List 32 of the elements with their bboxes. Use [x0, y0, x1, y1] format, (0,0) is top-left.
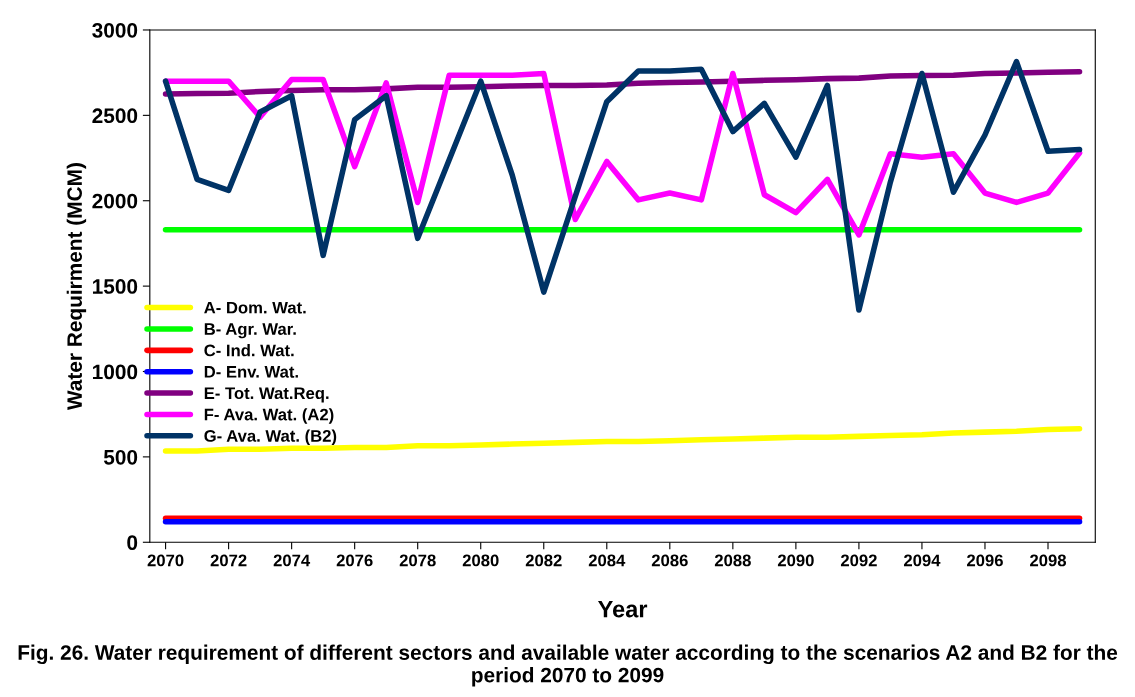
- x-tick-label: 2078: [399, 554, 436, 567]
- x-tick-label: 2074: [273, 554, 311, 567]
- x-tick-label: 2094: [903, 554, 941, 567]
- y-tick-label: 500: [103, 449, 138, 465]
- legend-label: B- Agr. War.: [204, 323, 296, 339]
- y-tick-label: 1000: [92, 364, 138, 380]
- x-tick-label: 2070: [147, 554, 184, 567]
- y-tick-label: 0: [127, 535, 138, 551]
- x-tick-label: 2082: [525, 554, 562, 567]
- y-tick-label: 2000: [92, 193, 138, 209]
- legend-label: A- Dom. Wat.: [204, 301, 306, 314]
- y-axis-title: Water Requirment (MCM): [66, 163, 87, 411]
- x-tick-label: 2076: [336, 554, 373, 567]
- y-tick-label: 2500: [92, 108, 138, 124]
- x-axis-title: Year: [598, 601, 648, 618]
- legend-label: F- Ava. Wat. (A2): [204, 408, 334, 424]
- x-tick-label: 2086: [651, 554, 688, 567]
- x-tick-label: 2096: [967, 554, 1003, 567]
- legend-label: G- Ava. Wat. (B2): [204, 429, 337, 446]
- x-tick-label: 2072: [210, 554, 247, 567]
- x-tick-label: 2090: [777, 554, 814, 567]
- y-tick-label: 1500: [92, 279, 138, 294]
- caption: Fig. 26. Water requirement of different sectors and available water according to the scenarios A2 and B2 for the period 2070 to 2099: [18, 644, 1118, 687]
- x-tick-label: 2080: [462, 554, 499, 567]
- legend-label: E- Tot. Wat.Req.: [204, 387, 329, 403]
- x-tick-label: 2084: [588, 554, 626, 567]
- legend-label: C- Ind. Wat.: [204, 344, 294, 357]
- x-tick-label: 2098: [1030, 554, 1067, 567]
- x-tick-label: 2092: [840, 554, 877, 567]
- y-tick-label: 3000: [92, 22, 138, 38]
- legend-label: D- Env. Wat.: [204, 366, 298, 378]
- x-tick-label: 2088: [714, 554, 751, 567]
